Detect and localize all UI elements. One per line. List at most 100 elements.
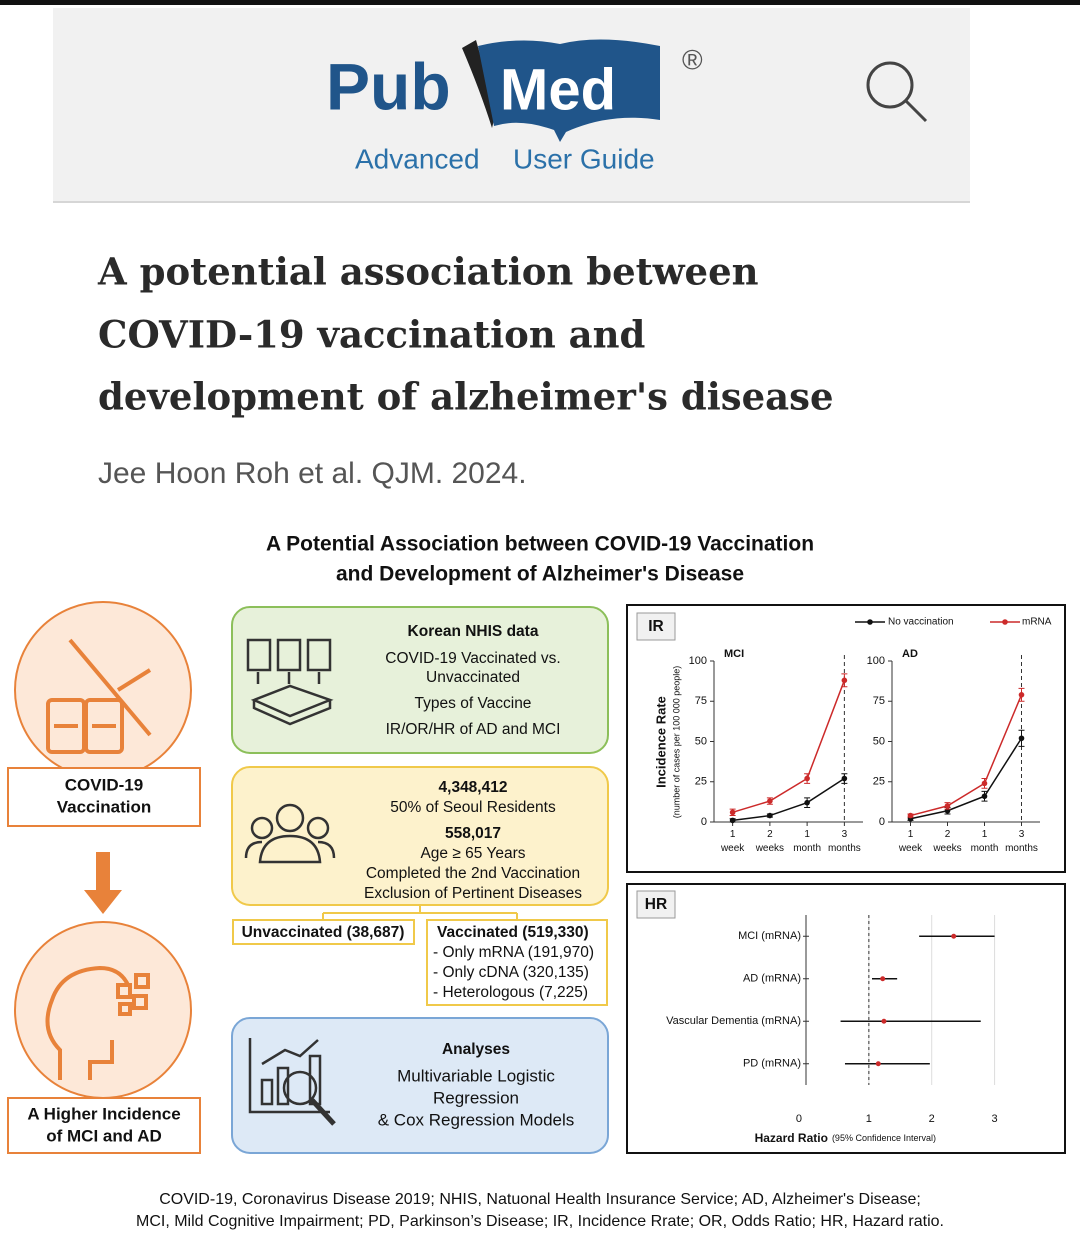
footnote: COVID-19, Coronavirus Disease 2019; NHIS… [159,1191,921,1208]
x-tick-label: 1 [866,1113,872,1125]
nav-link[interactable]: Advanced [355,143,480,174]
series-line [732,777,845,822]
y-tick-label: 25 [873,776,885,788]
logo-book [478,39,660,142]
point [804,775,810,782]
x-tick-label: 1 week [898,829,923,854]
y-tick-label: 25 [695,776,707,788]
y-tick-label: 50 [695,735,707,747]
point [841,775,848,782]
series-line [910,737,1023,820]
x-axis-label: Hazard Ratio (95% Confidence Interval) [755,1131,936,1145]
y-axis-label: Incidence Rate [653,696,668,788]
category-label: Vascular Dementia (mRNA) [666,1015,801,1027]
analysis-icon [248,1038,336,1126]
x-axis-title: Hazard Ratio [755,1131,828,1145]
point [729,809,736,816]
x-tick-line: months [1005,843,1038,854]
panel-label-box [636,890,676,919]
box-text: COVID-19 Vaccinated vs. [385,650,560,667]
box-text: Regression [433,1088,519,1107]
x-tick-line: 2 [945,829,951,840]
x-tick-line: week [720,843,745,854]
series-line [732,680,846,814]
box-text: Completed the 2nd Vaccination [366,865,580,882]
unvaccinated-box [232,919,415,945]
article-title: COVID-19 vaccination and [98,313,645,357]
article-title: development of alzheimer's disease [98,375,834,419]
brain-icon [45,965,150,1080]
footnote: MCI, Mild Cognitive Impairment; PD, Park… [136,1213,944,1230]
arrow [84,852,122,914]
x-tick-line: month [793,843,821,854]
box-text: Exclusion of Pertinent Diseases [364,885,582,902]
panel-label: HR [645,896,667,913]
x-tick-label: 0 [796,1113,802,1125]
vaccine-group: - Only mRNA (191,970) [433,944,594,961]
box-heading: Analyses [442,1041,510,1058]
x-tick-line: weeks [932,843,961,854]
y-axis-note: (number of cases per 100 000 people) [671,666,681,819]
vaccinated: Vaccinated (519,330) [437,924,589,941]
cause-label: COVID-19 [65,775,143,794]
point [875,1061,881,1067]
point [767,812,773,819]
y-tick-label: 100 [867,655,885,667]
citation[interactable]: Jee Hoon Roh et al. QJM. 2024. [98,457,527,490]
point [981,780,988,787]
box-text: IR/OR/HR of AD and MCI [386,721,561,738]
x-tick-line: 1 [804,829,810,840]
effect-box [7,1097,201,1154]
x-tick-line: 1 [730,829,736,840]
x-tick-line: 1 [982,829,988,840]
series-line [910,694,1023,817]
cause-box [7,767,201,827]
logo[interactable]: Pub Med ® [326,39,703,142]
x-tick-line: 3 [842,829,848,840]
x-tick-line: 3 [1019,829,1025,840]
y-tick-label: 50 [873,735,885,747]
point [841,677,848,684]
y-tick-label: 75 [873,695,885,707]
vaccinated-box [426,919,608,1006]
y-tick-label: 0 [701,816,707,828]
box-text: Age ≥ 65 Years [420,845,525,862]
point [881,1018,887,1024]
point [729,817,736,824]
legend-marker [867,619,873,625]
x-tick-label: 3 months [1005,829,1038,854]
box-text: Unvaccinated [426,669,520,686]
status-bar [0,0,1080,5]
category-label: MCI (mRNA) [738,930,801,942]
x-tick-label: 1 week [720,829,745,854]
category-label: PD (mRNA) [743,1058,801,1070]
connector [322,905,518,920]
logo-registered: ® [682,44,703,75]
search-icon-handle [904,99,928,123]
x-tick-label: 1 month [793,829,821,854]
ir-panel [626,604,1066,873]
panel-label: IR [648,618,664,635]
x-tick-line: month [971,843,999,854]
x-tick-line: months [828,843,861,854]
legend-marker [1002,619,1008,625]
legend-label: No vaccination [888,617,954,628]
charts: MCI 0 25 50 75 100 1 week 2 weeks 1 month 3 months No … [666,617,1052,1125]
brain-circle [14,921,192,1099]
vaccine-icon [46,638,152,754]
box-text: 50% of Seoul Residents [390,799,556,816]
box-text: Multivariable Logistic [397,1066,555,1085]
logo-med: Med [500,57,616,122]
x-tick-line: weeks [755,843,784,854]
search-button[interactable] [866,61,928,123]
nav-link[interactable]: User Guide [513,143,655,174]
effect-label: A Higher Incidence [27,1104,180,1123]
article-title: A potential association between [97,250,759,294]
cause-label: Vaccination [57,797,151,816]
figure-title: and Development of Alzheimer's Disease [336,563,744,586]
graphical-abstract: A Potential Association between COVID-19… [7,533,1066,1230]
chart-title: MCI [724,648,744,660]
